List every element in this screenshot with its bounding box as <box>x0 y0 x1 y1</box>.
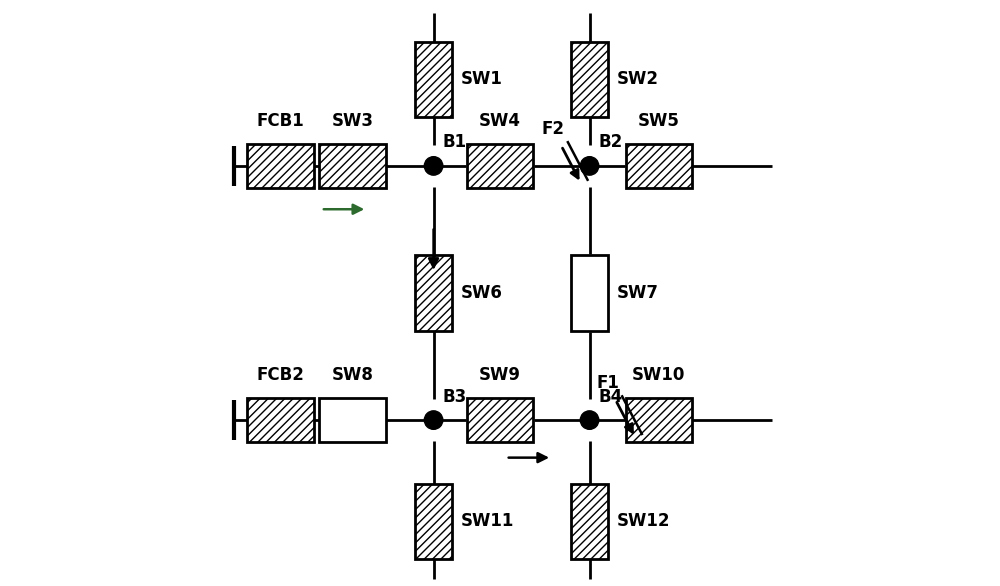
Bar <box>571 483 608 558</box>
Text: SW11: SW11 <box>461 512 514 530</box>
Text: F1: F1 <box>596 374 619 393</box>
Bar <box>415 255 452 331</box>
Text: B2: B2 <box>598 134 622 151</box>
Text: SW10: SW10 <box>632 366 686 384</box>
Bar <box>626 144 692 188</box>
Bar <box>571 483 608 558</box>
Bar <box>626 144 692 188</box>
Bar <box>319 398 386 442</box>
Bar <box>247 144 314 188</box>
Text: FCB1: FCB1 <box>257 112 304 130</box>
Circle shape <box>424 156 443 175</box>
Text: SW2: SW2 <box>617 70 659 88</box>
Text: FCB2: FCB2 <box>257 366 304 384</box>
Bar <box>467 144 533 188</box>
Bar <box>319 144 386 188</box>
Text: F2: F2 <box>542 120 565 138</box>
Bar <box>626 398 692 442</box>
Text: SW6: SW6 <box>461 284 503 302</box>
Circle shape <box>580 411 599 430</box>
Bar <box>247 398 314 442</box>
Text: SW9: SW9 <box>479 366 521 384</box>
Text: SW1: SW1 <box>461 70 503 88</box>
Circle shape <box>424 411 443 430</box>
Bar <box>571 42 608 117</box>
Text: SW3: SW3 <box>332 112 374 130</box>
Text: SW12: SW12 <box>617 512 670 530</box>
Bar <box>247 144 314 188</box>
Bar <box>415 483 452 558</box>
Text: SW8: SW8 <box>332 366 374 384</box>
Bar <box>415 42 452 117</box>
Bar <box>571 42 608 117</box>
Text: SW7: SW7 <box>617 284 659 302</box>
Bar <box>319 144 386 188</box>
Bar <box>467 144 533 188</box>
Circle shape <box>580 156 599 175</box>
Bar <box>467 398 533 442</box>
Text: B4: B4 <box>598 388 622 406</box>
Text: SW4: SW4 <box>479 112 521 130</box>
Bar <box>467 398 533 442</box>
Text: B3: B3 <box>442 388 466 406</box>
Bar <box>571 255 608 331</box>
Text: SW5: SW5 <box>638 112 680 130</box>
Bar <box>247 398 314 442</box>
Text: B1: B1 <box>442 134 466 151</box>
Bar <box>415 255 452 331</box>
Bar <box>415 42 452 117</box>
Bar <box>626 398 692 442</box>
Bar <box>415 483 452 558</box>
